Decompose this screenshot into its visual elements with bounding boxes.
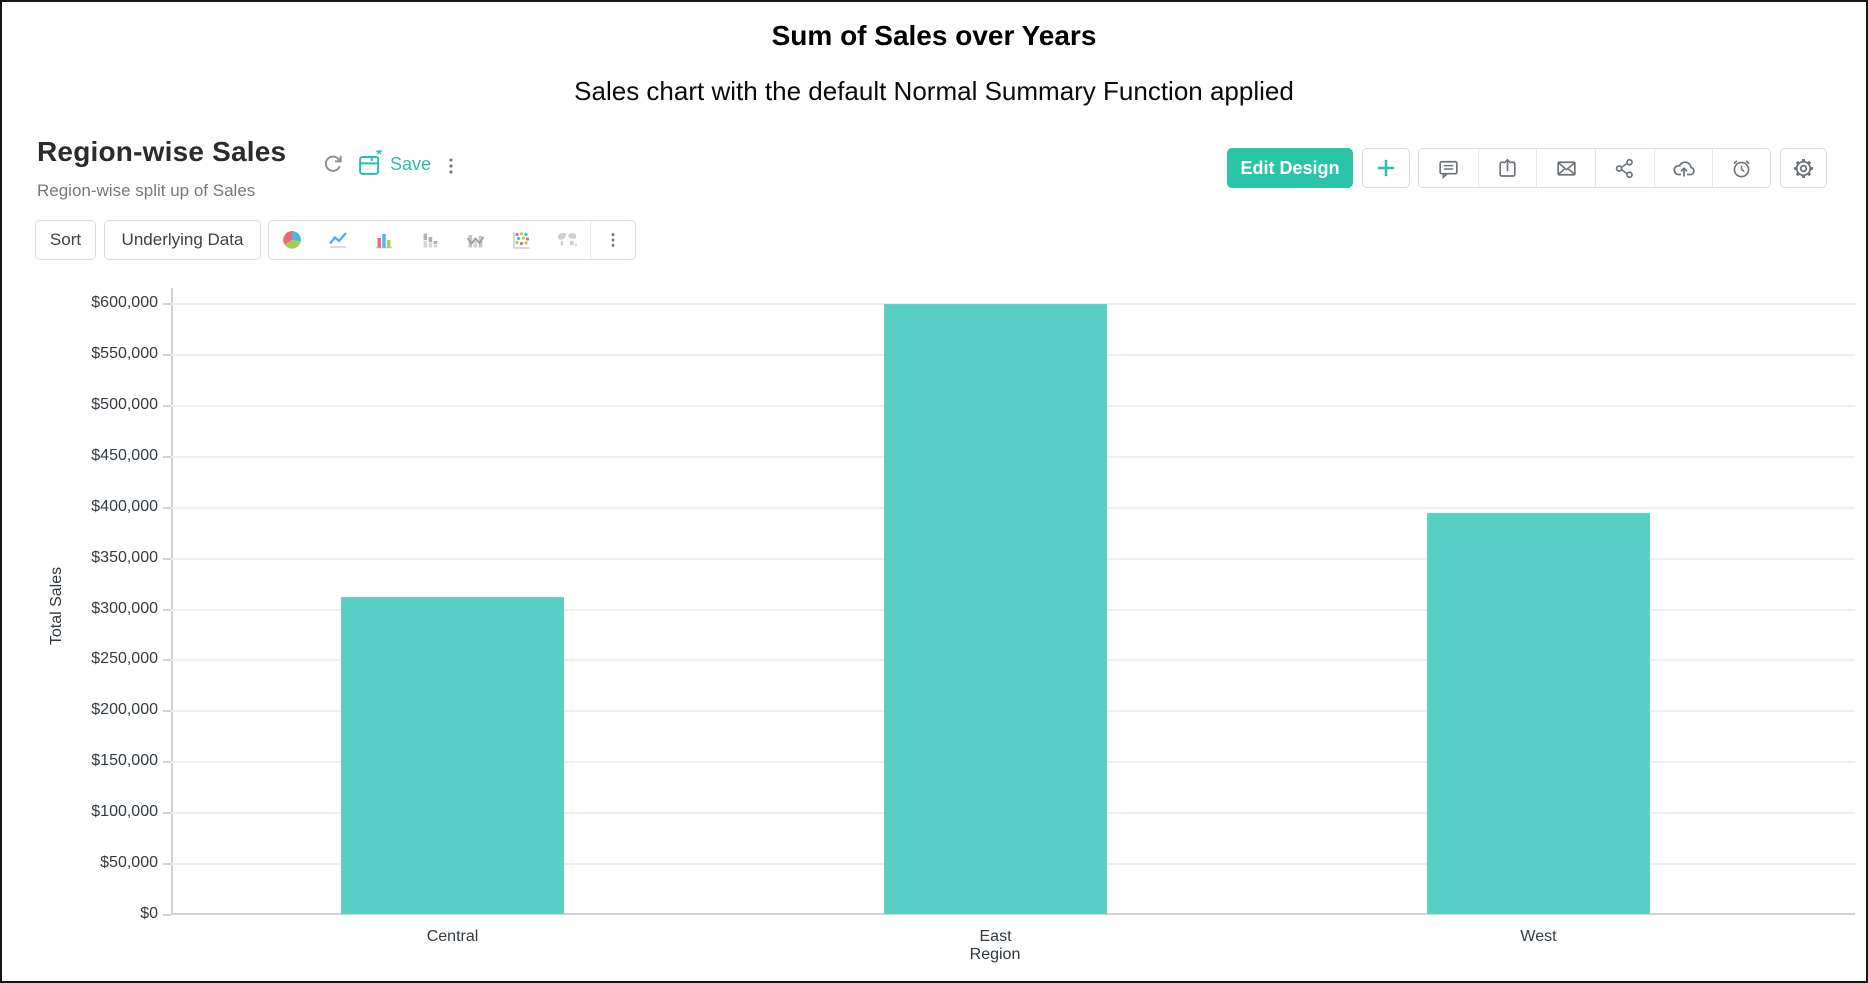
pie-chart-icon — [283, 231, 301, 249]
y-axis-tick — [163, 761, 171, 763]
comment-button[interactable] — [1419, 149, 1478, 187]
bar-central[interactable] — [341, 597, 564, 914]
kebab-menu-icon — [449, 158, 453, 174]
line-chart-icon — [328, 232, 347, 248]
chart-type-combo-button[interactable] — [452, 221, 499, 259]
y-tick-label: $100,000 — [91, 803, 158, 820]
y-tick-label: $350,000 — [91, 549, 158, 566]
y-axis-tick — [163, 710, 171, 712]
bar-chart-icon — [375, 234, 392, 249]
y-tick-label: $250,000 — [91, 650, 158, 667]
email-button[interactable] — [1536, 149, 1595, 187]
y-tick-label: $150,000 — [91, 752, 158, 769]
y-axis-tick — [163, 609, 171, 611]
x-tick-label: East — [979, 928, 1012, 945]
report-actions-group — [1418, 148, 1771, 188]
x-axis-line — [171, 913, 1855, 915]
edit-design-button[interactable]: Edit Design — [1227, 148, 1353, 188]
refresh-button[interactable] — [320, 151, 346, 177]
y-tick-label: $600,000 — [91, 294, 158, 311]
y-axis-tick — [163, 303, 171, 305]
publish-button[interactable] — [1653, 149, 1713, 187]
x-axis-title: Region — [969, 946, 1021, 963]
report-more-button[interactable] — [440, 154, 462, 178]
y-axis-tick — [163, 507, 171, 509]
y-tick-label: $400,000 — [91, 498, 158, 515]
settings-button[interactable] — [1780, 148, 1827, 188]
y-tick-label: $200,000 — [91, 701, 158, 718]
chart-type-stacked-bar-button[interactable] — [406, 221, 453, 259]
chart-type-group — [268, 220, 636, 260]
chart-type-map-button[interactable] — [544, 221, 591, 259]
map-chart-icon — [557, 232, 578, 247]
alarm-clock-icon — [1733, 159, 1750, 177]
comment-icon — [1439, 160, 1458, 179]
gear-icon — [1794, 158, 1813, 178]
chart-type-line-button[interactable] — [314, 221, 361, 259]
save-label: Save — [390, 153, 432, 174]
y-axis-tick — [163, 456, 171, 458]
underlying-data-button[interactable]: Underlying Data — [104, 220, 261, 260]
email-icon — [1556, 160, 1576, 176]
y-axis-tick — [163, 812, 171, 814]
y-tick-label: $50,000 — [100, 854, 158, 871]
x-tick-label: Central — [426, 928, 479, 945]
report-description: Region-wise split up of Sales — [37, 181, 256, 200]
cloud-upload-icon — [1672, 161, 1695, 177]
y-tick-label: $450,000 — [91, 447, 158, 464]
x-tick-label: West — [1520, 928, 1557, 945]
kebab-menu-icon — [611, 233, 615, 247]
refresh-icon — [324, 155, 342, 172]
add-button[interactable] — [1362, 148, 1410, 188]
y-axis-tick — [163, 354, 171, 356]
chart-type-more-button[interactable] — [591, 221, 635, 259]
combo-chart-icon — [467, 235, 485, 248]
export-icon — [1499, 158, 1516, 177]
chart-type-pie-button[interactable] — [269, 221, 315, 259]
plus-icon — [1377, 159, 1395, 177]
sort-button[interactable]: Sort — [35, 220, 96, 260]
share-icon — [1616, 158, 1634, 178]
chart-type-bar-button[interactable] — [360, 221, 407, 259]
toolbar-separator — [590, 221, 592, 259]
y-axis-tick — [163, 405, 171, 407]
y-axis-tick — [163, 863, 171, 865]
stacked-bar-chart-icon — [423, 233, 437, 248]
y-axis-tick — [163, 558, 171, 560]
export-button[interactable] — [1477, 149, 1537, 187]
page-subtitle: Sales chart with the default Normal Summ… — [574, 76, 1294, 106]
y-axis-tick — [163, 914, 171, 916]
y-axis-tick — [163, 659, 171, 661]
y-axis-line — [171, 288, 173, 915]
share-button[interactable] — [1595, 149, 1654, 187]
save-icon: * — [359, 150, 382, 175]
y-tick-label: $300,000 — [91, 600, 158, 617]
report-title: Region-wise Sales — [37, 136, 287, 167]
svg-text:*: * — [376, 150, 382, 163]
save-button[interactable]: * Save — [356, 150, 431, 178]
schedule-button[interactable] — [1712, 149, 1770, 187]
y-tick-label: $550,000 — [91, 345, 158, 362]
chart-type-scatter-button[interactable] — [498, 221, 545, 259]
scatter-chart-icon — [513, 232, 530, 249]
y-tick-label: $500,000 — [91, 396, 158, 413]
bar-west[interactable] — [1427, 513, 1650, 914]
page-title: Sum of Sales over Years — [771, 20, 1097, 51]
bar-east[interactable] — [884, 304, 1107, 914]
y-tick-label: $0 — [140, 905, 158, 922]
